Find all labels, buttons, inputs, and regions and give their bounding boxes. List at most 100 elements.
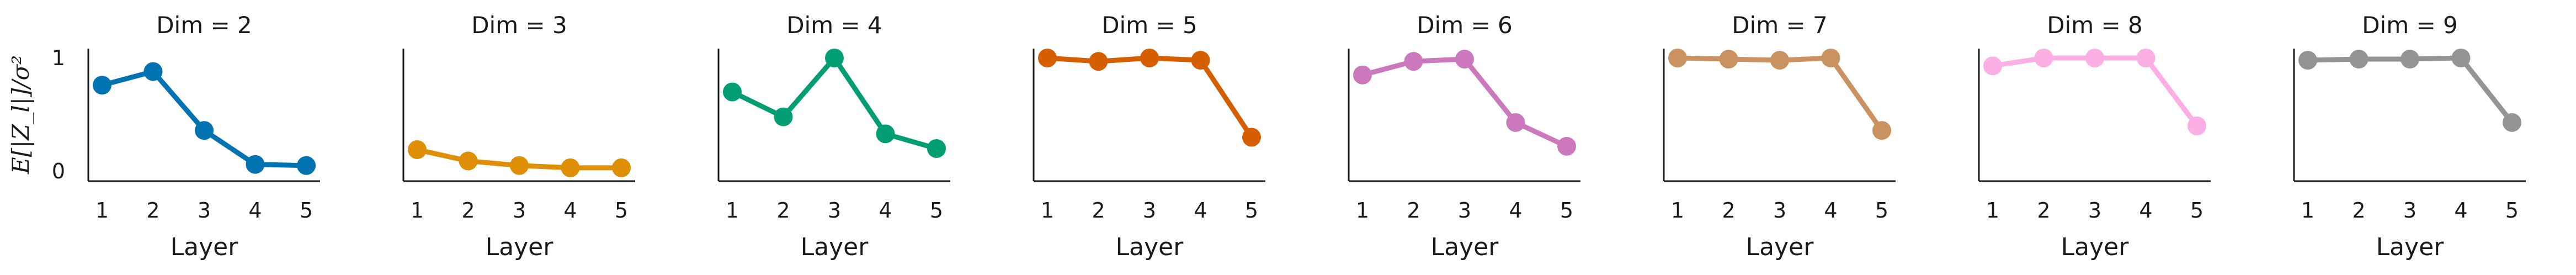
data-point <box>297 156 316 175</box>
x-axis-label: Layer <box>2376 233 2445 261</box>
x-tick-label: 1 <box>726 198 739 223</box>
panel-1: Dim = 2 1 2 3 4 5 0 1 Layer E[|Z_l|]/σ² <box>7 12 320 261</box>
x-axis-label: Layer <box>171 233 239 261</box>
x-tick-label: 2 <box>1092 198 1105 223</box>
x-tick-label: 1 <box>1986 198 1999 223</box>
data-point <box>1404 52 1423 71</box>
x-tick-label: 3 <box>2088 198 2101 223</box>
x-tick-label: 4 <box>1509 198 1522 223</box>
data-point <box>1770 51 1789 70</box>
data-point <box>459 151 478 171</box>
x-tick-label: 2 <box>2352 198 2365 223</box>
x-tick-label: 2 <box>776 198 790 223</box>
x-tick-label: 2 <box>1722 198 1735 223</box>
y-tick-label: 0 <box>52 159 65 183</box>
x-tick-label: 3 <box>1143 198 1156 223</box>
data-point <box>1557 136 1576 156</box>
data-point <box>2188 117 2206 135</box>
data-point <box>1455 50 1474 69</box>
panel-title: Dim = 8 <box>2047 12 2143 39</box>
x-tick-label: 1 <box>411 198 424 223</box>
panel-title: Dim = 6 <box>1417 12 1513 39</box>
x-axis-label: Layer <box>486 233 554 261</box>
x-tick-label: 3 <box>828 198 841 223</box>
x-tick-label: 4 <box>2139 198 2152 223</box>
x-tick-label: 5 <box>1875 198 1888 223</box>
data-point <box>2503 113 2521 132</box>
x-tick-label: 4 <box>563 198 577 223</box>
data-point <box>2034 49 2053 67</box>
panel-title: Dim = 7 <box>1732 12 1828 39</box>
x-tick-label: 1 <box>1356 198 1369 223</box>
data-point <box>876 124 895 144</box>
x-tick-label: 4 <box>2454 198 2467 223</box>
panel-title: Dim = 9 <box>2362 12 2458 39</box>
panel-2: Dim = 3 1 2 3 4 5 Layer <box>402 12 635 261</box>
x-tick-label: 5 <box>300 198 313 223</box>
data-point <box>2298 51 2317 70</box>
panel-3: Dim = 4 1 2 3 4 5 Layer <box>717 12 950 261</box>
x-tick-label: 4 <box>248 198 262 223</box>
series-line <box>1990 55 2200 129</box>
data-point <box>195 121 214 140</box>
x-axis-label: Layer <box>1431 233 1499 261</box>
series-line <box>99 69 309 168</box>
x-tick-label: 5 <box>1560 198 1573 223</box>
x-axis-label: Layer <box>801 233 869 261</box>
data-point <box>1038 49 1057 67</box>
series-line <box>730 55 939 151</box>
x-tick-label: 2 <box>461 198 475 223</box>
x-tick-label: 3 <box>1773 198 1786 223</box>
x-tick-label: 1 <box>2301 198 2314 223</box>
data-point <box>1089 52 1108 71</box>
series-line <box>1360 56 1569 149</box>
x-tick-label: 5 <box>615 198 628 223</box>
x-tick-label: 2 <box>1407 198 1420 223</box>
data-point <box>408 140 427 160</box>
y-tick-label: 1 <box>52 46 65 70</box>
x-axis-label: Layer <box>2061 233 2130 261</box>
data-point <box>1353 65 1372 84</box>
data-point <box>1719 50 1738 69</box>
panel-4: Dim = 5 1 2 3 4 5 Layer <box>1032 12 1265 261</box>
x-tick-label: 1 <box>1671 198 1684 223</box>
panel-6: Dim = 7 1 2 3 4 5 Layer <box>1663 12 1896 261</box>
data-point <box>246 155 265 174</box>
data-point <box>1668 49 1687 67</box>
data-point <box>1140 49 1159 67</box>
x-tick-label: 5 <box>1245 198 1258 223</box>
data-point <box>93 76 111 95</box>
data-point <box>561 158 580 177</box>
data-point <box>2085 49 2104 67</box>
x-tick-label: 1 <box>1041 198 1054 223</box>
data-point <box>774 107 793 126</box>
x-tick-label: 2 <box>146 198 159 223</box>
data-point <box>1191 51 1210 70</box>
x-tick-label: 3 <box>2403 198 2417 223</box>
x-tick-label: 4 <box>1824 198 1837 223</box>
data-point <box>1506 113 1525 132</box>
data-point <box>2349 50 2369 69</box>
data-point <box>143 62 163 81</box>
data-point <box>1983 56 2002 76</box>
x-tick-label: 5 <box>2190 198 2204 223</box>
x-tick-label: 2 <box>2037 198 2050 223</box>
x-tick-label: 3 <box>513 198 526 223</box>
panel-8: Dim = 9 1 2 3 4 5 Layer <box>2293 12 2526 261</box>
data-point <box>612 158 631 177</box>
panel-title: Dim = 4 <box>786 12 882 39</box>
series-line <box>1045 55 1254 140</box>
data-point <box>1821 49 1840 67</box>
x-tick-label: 5 <box>2505 198 2519 223</box>
data-point <box>510 156 529 175</box>
data-point <box>2136 49 2155 67</box>
data-point <box>723 82 742 102</box>
x-tick-label: 4 <box>1194 198 1207 223</box>
x-tick-label: 1 <box>95 198 109 223</box>
data-point <box>927 139 946 158</box>
x-axis-label: Layer <box>1746 233 1814 261</box>
data-point <box>1242 128 1261 147</box>
x-tick-label: 5 <box>930 198 943 223</box>
x-tick-label: 4 <box>879 198 892 223</box>
